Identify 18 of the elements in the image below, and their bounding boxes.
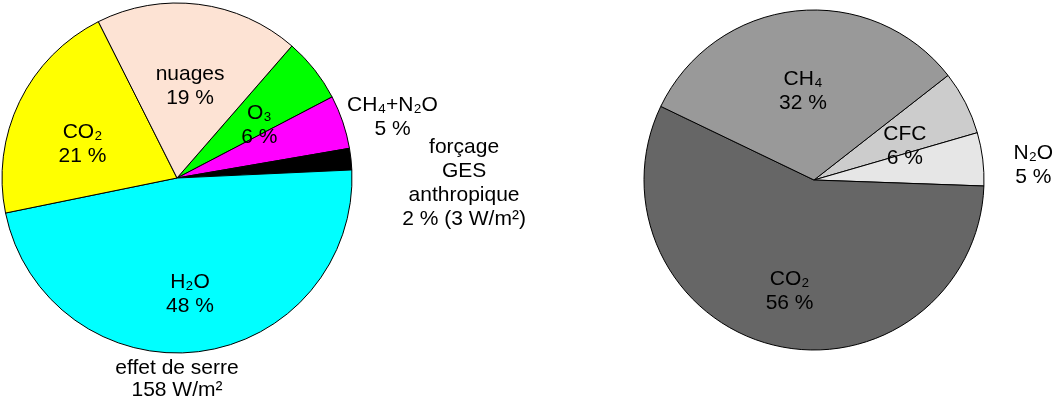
data-label: 21 % [58,143,107,167]
slice-label: CFC [883,120,927,144]
text: effet de serre 158 W/m² [115,355,239,400]
slice-label: CH₄+N₂O [347,92,438,116]
data-label: 5 % [374,116,411,140]
slice-label: CO₂ [769,266,810,290]
data-label: 19 % [166,84,215,108]
data-label: 2 % (3 W/m²) [402,205,526,229]
slice-label: CO₂ [62,119,103,143]
data-label: 56 % [765,290,814,314]
slice-label: H₂O [170,269,210,293]
data-label: 32 % [779,89,827,113]
data-label: 48 % [166,293,214,317]
slice-label: CH₄ [783,65,823,89]
data-label: 5 % [1015,163,1052,187]
slice-label: nuages [155,60,225,84]
slice-label: N₂O [1013,139,1054,163]
slice-label: O₃ [246,99,272,123]
